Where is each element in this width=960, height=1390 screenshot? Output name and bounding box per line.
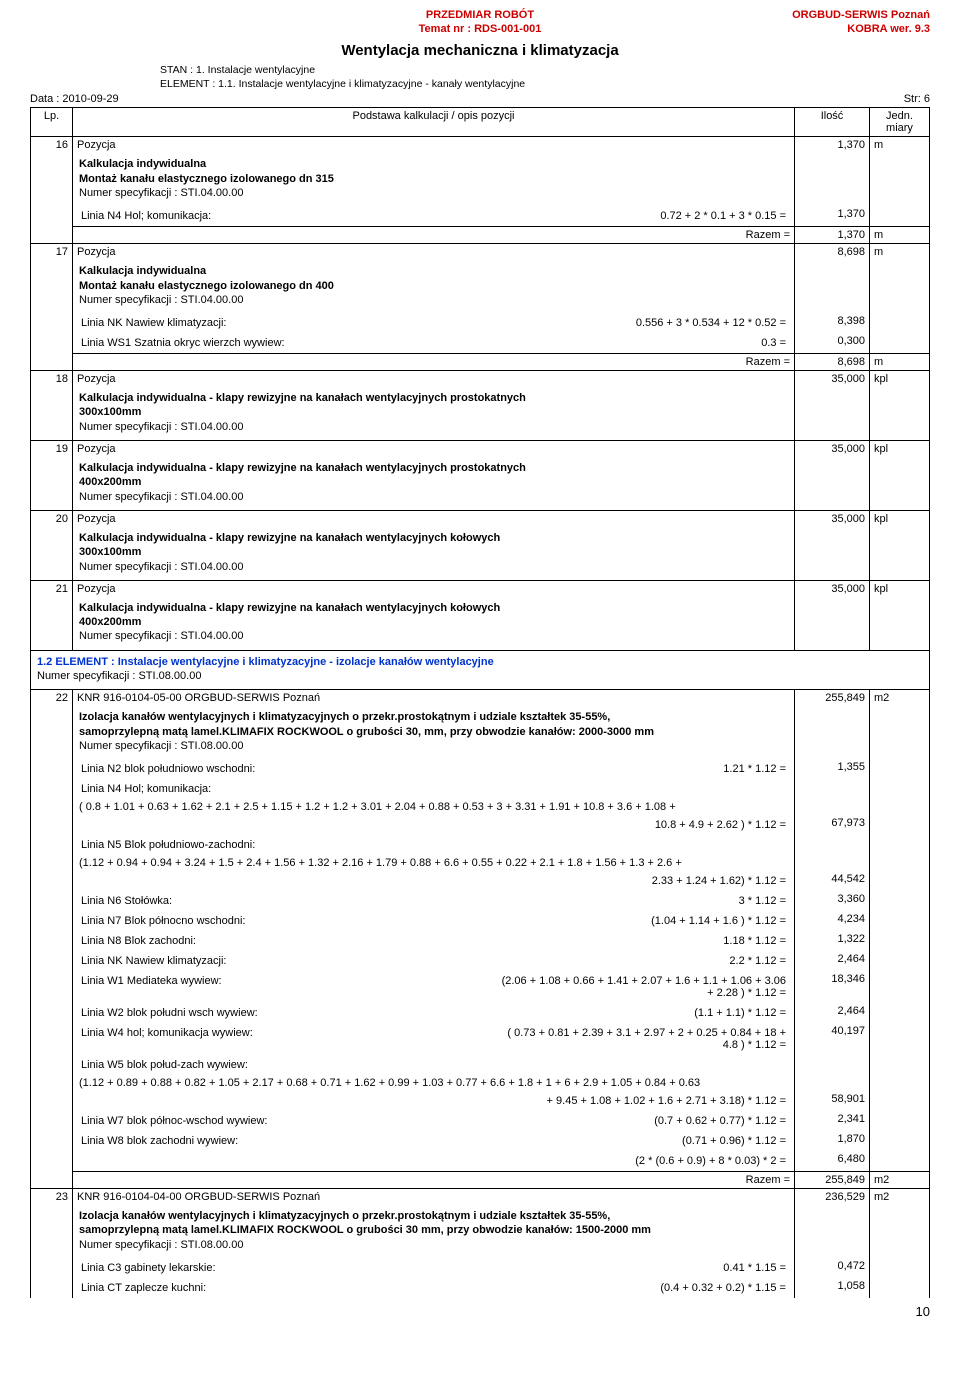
item-top-row: 18Pozycja35,000kpl bbox=[31, 371, 930, 388]
table-header-row: Lp. Podstawa kalkulacji / opis pozycji I… bbox=[31, 108, 930, 137]
calc-row: Linia W1 Mediateka wywiew:(2.06 + 1.08 +… bbox=[31, 971, 930, 1003]
calc-row: Linia N2 blok południowo wschodni:1.21 *… bbox=[31, 759, 930, 779]
item-top-row: 20Pozycja35,000kpl bbox=[31, 510, 930, 527]
calc-row: ( 0.8 + 1.01 + 0.63 + 1.62 + 2.1 + 2.5 +… bbox=[31, 799, 930, 815]
report-header: PRZEDMIAR ROBÓT Temat nr : RDS-001-001 O… bbox=[30, 8, 930, 36]
col-desc: Podstawa kalkulacji / opis pozycji bbox=[73, 108, 795, 137]
calc-row: Linia C3 gabinety lekarskie:0.41 * 1.15 … bbox=[31, 1258, 930, 1278]
calc-row: 10.8 + 4.9 + 2.62 ) * 1.12 =67,973 bbox=[31, 815, 930, 835]
calc-row: Linia N4 Hol; komunikacja:0.72 + 2 * 0.1… bbox=[31, 206, 930, 227]
item-top-row: 22KNR 916-0104-05-00 ORGBUD-SERWIS Pozna… bbox=[31, 690, 930, 707]
calc-row: Linia W8 blok zachodni wywiew:(0.71 + 0.… bbox=[31, 1131, 930, 1151]
item-top-row: 16Pozycja1,370m bbox=[31, 137, 930, 154]
element-line: ELEMENT : 1.1. Instalacje wentylacyjne i… bbox=[160, 77, 930, 91]
item-desc-row: Kalkulacja indywidualna - klapy rewizyjn… bbox=[31, 597, 930, 650]
sum-row: Razem =1,370m bbox=[31, 227, 930, 244]
calc-row: (1.12 + 0.94 + 0.94 + 3.24 + 1.5 + 2.4 +… bbox=[31, 855, 930, 871]
sum-row: Razem =255,849m2 bbox=[31, 1172, 930, 1189]
calc-row: Linia NK Nawiew klimatyzacji:2.2 * 1.12 … bbox=[31, 951, 930, 971]
item-desc-row: Kalkulacja indywidualnaMontaż kanału ela… bbox=[31, 153, 930, 206]
section-row: 1.2 ELEMENT : Instalacje wentylacyjne i … bbox=[31, 650, 930, 690]
stan-line: STAN : 1. Instalacje wentylacyjne bbox=[160, 63, 930, 77]
calc-row: Linia W5 blok połud-zach wywiew: bbox=[31, 1055, 930, 1075]
item-desc-row: Kalkulacja indywidualna - klapy rewizyjn… bbox=[31, 527, 930, 580]
calc-row: Linia N6 Stołówka:3 * 1.12 =3,360 bbox=[31, 891, 930, 911]
cost-table: Lp. Podstawa kalkulacji / opis pozycji I… bbox=[30, 107, 930, 1298]
footer-page-number: 10 bbox=[30, 1304, 930, 1319]
item-top-row: 23KNR 916-0104-04-00 ORGBUD-SERWIS Pozna… bbox=[31, 1189, 930, 1206]
calc-row: Linia W4 hol; komunikacja wywiew:( 0.73 … bbox=[31, 1023, 930, 1055]
header-right-1: ORGBUD-SERWIS Poznań bbox=[792, 8, 930, 22]
calc-row: + 9.45 + 1.08 + 1.02 + 1.6 + 2.71 + 3.18… bbox=[31, 1091, 930, 1111]
item-desc-row: Izolacja kanałów wentylacyjnych i klimat… bbox=[31, 1205, 930, 1258]
item-desc-row: Kalkulacja indywidualnaMontaż kanału ela… bbox=[31, 260, 930, 313]
item-top-row: 17Pozycja8,698m bbox=[31, 244, 930, 261]
page-label: Str: 6 bbox=[904, 93, 930, 105]
calc-row: Linia W2 blok południ wsch wywiew:(1.1 +… bbox=[31, 1003, 930, 1023]
item-top-row: 21Pozycja35,000kpl bbox=[31, 580, 930, 597]
calc-row: (1.12 + 0.89 + 0.88 + 0.82 + 1.05 + 2.17… bbox=[31, 1075, 930, 1091]
sum-row: Razem =8,698m bbox=[31, 354, 930, 371]
calc-row: 2.33 + 1.24 + 1.62) * 1.12 =44,542 bbox=[31, 871, 930, 891]
col-qty: Ilość bbox=[795, 108, 870, 137]
calc-row: Linia N8 Blok zachodni:1.18 * 1.12 =1,32… bbox=[31, 931, 930, 951]
calc-row: (2 * (0.6 + 0.9) + 8 * 0.03) * 2 =6,480 bbox=[31, 1151, 930, 1172]
calc-row: Linia N7 Blok północno wschodni:(1.04 + … bbox=[31, 911, 930, 931]
col-lp: Lp. bbox=[31, 108, 73, 137]
item-desc-row: Izolacja kanałów wentylacyjnych i klimat… bbox=[31, 706, 930, 759]
col-unit: Jedn. miary bbox=[870, 108, 930, 137]
calc-row: Linia NK Nawiew klimatyzacji:0.556 + 3 *… bbox=[31, 313, 930, 333]
calc-row: Linia CT zaplecze kuchni:(0.4 + 0.32 + 0… bbox=[31, 1278, 930, 1298]
calc-row: Linia N4 Hol; komunikacja: bbox=[31, 779, 930, 799]
calc-row: Linia N5 Blok południowo-zachodni: bbox=[31, 835, 930, 855]
header-right-2: KOBRA wer. 9.3 bbox=[792, 22, 930, 36]
calc-row: Linia WS1 Szatnia okryc wierzch wywiew:0… bbox=[31, 333, 930, 354]
item-top-row: 19Pozycja35,000kpl bbox=[31, 441, 930, 458]
item-desc-row: Kalkulacja indywidualna - klapy rewizyjn… bbox=[31, 457, 930, 510]
date-label: Data : 2010-09-29 bbox=[30, 93, 119, 105]
calc-row: Linia W7 blok północ-wschod wywiew:(0.7 … bbox=[31, 1111, 930, 1131]
item-desc-row: Kalkulacja indywidualna - klapy rewizyjn… bbox=[31, 387, 930, 440]
page-title: Wentylacja mechaniczna i klimatyzacja bbox=[30, 42, 930, 59]
